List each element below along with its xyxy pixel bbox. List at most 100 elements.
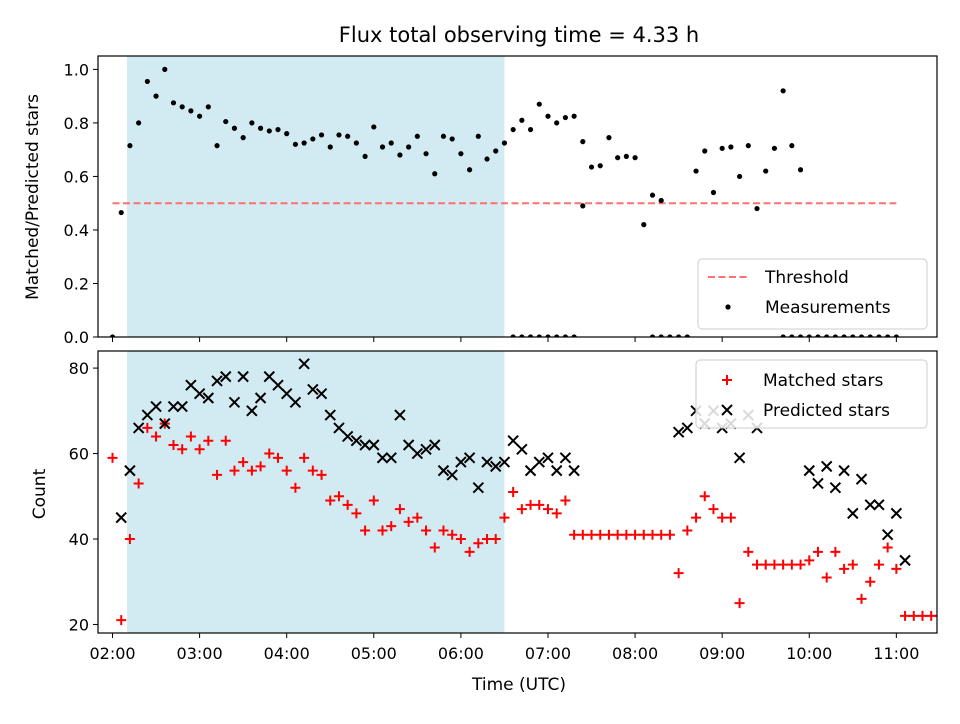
predicted-stars-point [446,469,458,481]
matched-stars-point [743,546,754,557]
top-observing-span [127,56,505,337]
measurements-point [188,108,194,114]
matched-stars-point [682,525,693,536]
measurements-point [806,334,812,337]
predicted-stars-point [167,400,180,413]
matched-stars-point [412,512,423,523]
predicted-stars-point [211,375,223,387]
matched-stars-point [107,452,118,463]
top-y-axis-label: Matched/Predicted stars [23,94,43,300]
top-legend [697,258,928,330]
matched-stars-point [673,568,684,579]
x-tick-label: 02:00 [89,644,135,663]
measurements-point [249,120,255,126]
matched-stars-point [368,495,379,506]
predicted-stars-point [429,439,441,451]
legend-threshold-label: Threshold [764,268,849,288]
matched-stars-point [804,555,815,566]
bottom-y-tick-label: 20 [69,615,89,634]
measurements-point [797,167,804,173]
matched-stars-point [717,512,728,523]
matched-stars-point [325,495,336,506]
matched-stars-point [307,465,318,476]
predicted-stars-point [507,435,519,447]
measurements-point [266,128,272,134]
matched-stars-point [542,504,553,515]
predicted-stars-point [402,439,415,451]
measurements-point [641,222,647,228]
predicted-stars-point [524,464,537,477]
predicted-stars-point [820,460,833,473]
matched-stars-point [142,422,153,433]
matched-stars-point [133,478,144,489]
measurements-point [414,133,420,139]
matched-stars-point [560,495,571,506]
measurements-point [858,334,865,337]
measurements-point [789,334,795,337]
measurements-point [432,171,438,177]
matched-stars-point [778,559,789,570]
predicted-stars-point [681,422,694,434]
predicted-stars-point [202,392,215,404]
measurements-point [658,197,664,204]
measurements-point [649,192,656,198]
predicted-stars-point [394,409,406,421]
matched-stars-point [377,525,388,536]
matched-stars-point [612,529,623,540]
measurements-point [676,334,682,337]
measurements-point [728,144,734,150]
matched-stars-point [455,534,466,544]
measurements-point [780,334,786,337]
measurements-point [475,133,481,139]
predicted-stars-point [237,370,249,383]
x-tick-label: 10:00 [786,644,832,663]
measurements-point [170,100,177,106]
measurements-point [719,145,725,151]
predicted-stars-point [350,435,363,447]
measurements-point [292,141,299,147]
predicted-stars-point [368,439,380,451]
bottom-y-tick-label: 80 [69,359,89,378]
matched-stars-point [490,534,501,544]
predicted-stars-point [437,464,450,477]
measurements-point [545,334,551,337]
matched-stars-point [403,516,414,527]
matched-stars-point [944,611,954,621]
measurements-point [893,334,899,337]
measurements-point [763,168,769,174]
predicted-stars-point [132,422,145,434]
measurements-point [127,143,133,149]
legend-matched-label: Matched stars [763,371,883,391]
measurements-point [623,153,629,159]
matched-stars-point [760,559,771,570]
measurements-point [109,334,116,337]
measurements-point [789,143,795,149]
matched-stars-point [926,610,937,621]
measurements-point [841,334,847,337]
measurements-point [214,143,220,149]
matched-stars-point [429,542,440,553]
matched-stars-point [595,529,606,540]
top-plot-area [109,66,899,337]
matched-stars-point [586,529,597,540]
predicted-stars-point [150,400,162,413]
bottom-axes-frame [97,350,938,634]
predicted-stars-point [289,396,302,408]
matched-stars-point [290,482,301,493]
matched-stars-point [238,457,249,468]
measurements-point [554,334,560,337]
predicted-stars-point [228,396,241,408]
measurements-point [580,139,586,145]
predicted-stars-point [220,370,232,383]
measurements-point [501,140,508,146]
predicted-stars-point [307,383,319,396]
matched-stars-point [900,610,911,621]
matched-stars-point [281,465,292,476]
measurements-point [162,66,168,72]
measurements-point [554,120,560,126]
matched-stars-point [272,452,283,463]
measurements-point [484,156,490,162]
predicted-stars-point [812,477,824,490]
predicted-stars-point [359,439,371,451]
measurements-point [240,135,246,141]
